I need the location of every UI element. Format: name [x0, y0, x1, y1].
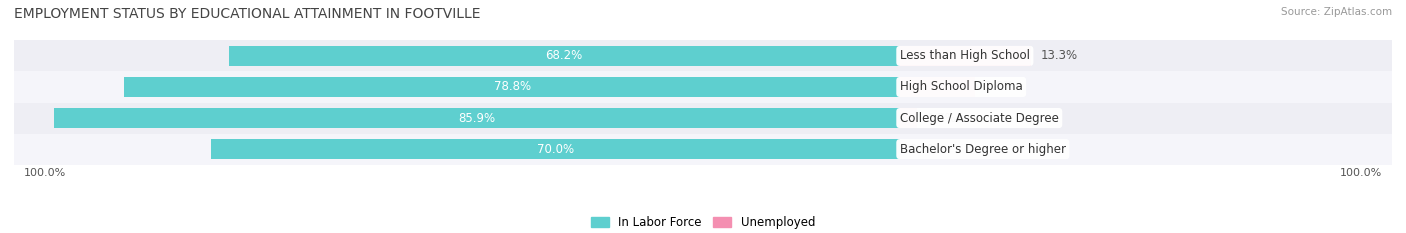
Text: 70.0%: 70.0%: [537, 143, 574, 156]
Text: 1.7%: 1.7%: [927, 112, 956, 125]
Bar: [14, 103, 1392, 134]
Bar: [55, 108, 900, 128]
Bar: [900, 77, 974, 97]
Text: 100.0%: 100.0%: [24, 168, 66, 178]
Text: 7.6%: 7.6%: [984, 80, 1014, 93]
Text: College / Associate Degree: College / Associate Degree: [900, 112, 1059, 125]
Text: Bachelor's Degree or higher: Bachelor's Degree or higher: [900, 143, 1066, 156]
Text: 100.0%: 100.0%: [1340, 168, 1382, 178]
Text: Less than High School: Less than High School: [900, 49, 1029, 62]
Legend: In Labor Force, Unemployed: In Labor Force, Unemployed: [586, 211, 820, 233]
Text: 78.8%: 78.8%: [494, 80, 530, 93]
Text: Source: ZipAtlas.com: Source: ZipAtlas.com: [1281, 7, 1392, 17]
Bar: [211, 140, 900, 159]
Text: 68.2%: 68.2%: [546, 49, 583, 62]
Bar: [900, 46, 1031, 65]
Bar: [229, 46, 900, 65]
Text: 13.3%: 13.3%: [1040, 49, 1078, 62]
Bar: [14, 40, 1392, 72]
Bar: [124, 77, 900, 97]
Bar: [14, 72, 1392, 103]
Text: EMPLOYMENT STATUS BY EDUCATIONAL ATTAINMENT IN FOOTVILLE: EMPLOYMENT STATUS BY EDUCATIONAL ATTAINM…: [14, 7, 481, 21]
Text: 85.9%: 85.9%: [458, 112, 496, 125]
Bar: [900, 108, 917, 128]
Bar: [14, 134, 1392, 165]
Text: 0.0%: 0.0%: [910, 143, 939, 156]
Text: High School Diploma: High School Diploma: [900, 80, 1022, 93]
